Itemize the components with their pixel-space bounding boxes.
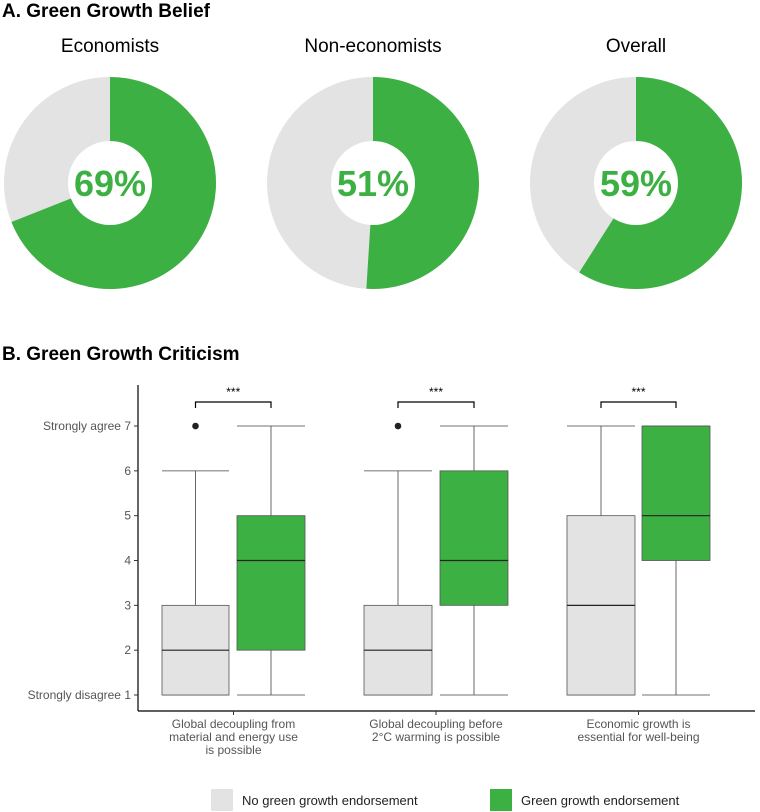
- significance-bracket: [194, 401, 272, 408]
- significance-label: ***: [429, 385, 443, 399]
- significance-label: ***: [631, 385, 645, 399]
- pie-percent: 69%: [74, 163, 146, 204]
- x-tick-label: essential for well-being: [577, 730, 699, 744]
- pie-title: Overall: [606, 36, 666, 57]
- significance-bracket: [397, 401, 475, 408]
- section-b-title: B. Green Growth Criticism: [2, 344, 240, 365]
- box: [236, 515, 306, 651]
- y-tick-label: Strongly disagree 1: [28, 688, 132, 702]
- donut-hole: [68, 141, 152, 225]
- donut-hole: [594, 141, 678, 225]
- legend-label-no: No green growth endorsement: [242, 793, 418, 808]
- x-tick-label: is possible: [205, 743, 261, 757]
- x-tick-label: material and energy use: [169, 730, 298, 744]
- pie-title: Economists: [61, 36, 159, 57]
- x-tick-label: Economic growth is: [586, 717, 690, 731]
- x-tick-label: 2°C warming is possible: [372, 730, 501, 744]
- significance-bracket: [600, 401, 677, 408]
- pie-title: Non-economists: [304, 36, 441, 57]
- pie-percent: 59%: [600, 163, 672, 204]
- y-tick-label: 5: [124, 509, 131, 523]
- legend-swatch-yes: [490, 789, 512, 811]
- y-tick-label: 4: [124, 554, 131, 568]
- y-tick-label: 2: [124, 643, 131, 657]
- section-a-title: A. Green Growth Belief: [2, 1, 211, 22]
- x-tick-label: Global decoupling from: [172, 717, 295, 731]
- pie-slice-yes: [366, 77, 480, 290]
- legend-label-yes: Green growth endorsement: [521, 793, 680, 808]
- outlier-point: [192, 422, 199, 430]
- y-tick-label: 3: [124, 598, 131, 612]
- y-tick-label: Strongly agree 7: [43, 419, 131, 433]
- legend: No green growth endorsement Green growth…: [211, 789, 680, 811]
- pie-1: Non-economists 51%: [267, 36, 480, 290]
- outlier-point: [394, 422, 402, 430]
- pie-percent: 51%: [337, 163, 409, 204]
- significance-label: ***: [226, 385, 240, 399]
- y-tick-label: 6: [124, 464, 131, 478]
- legend-swatch-no: [211, 789, 233, 811]
- x-tick-label: Global decoupling before: [369, 717, 503, 731]
- pie-0: Economists 69%: [4, 36, 216, 290]
- box: [439, 470, 509, 606]
- box: [641, 425, 711, 561]
- pie-2: Overall 59%: [530, 36, 742, 289]
- donut-hole: [331, 141, 415, 225]
